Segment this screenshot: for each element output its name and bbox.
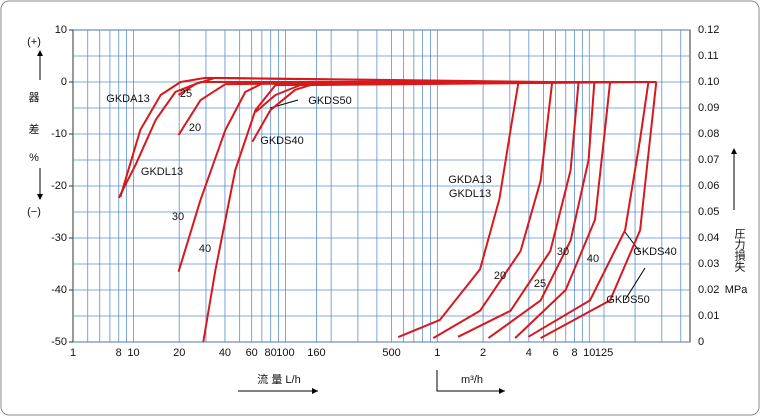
series-line [117, 81, 521, 199]
x-tick-label: 10 [583, 347, 595, 359]
x-tick-label: 8 [116, 347, 122, 359]
annotation: 20 [189, 122, 201, 134]
x-tick-label: 500 [382, 347, 400, 359]
y2-tick-label: 0.06 [698, 180, 719, 192]
y2-tick-label: 0.04 [698, 232, 719, 244]
y2-tick-label: 0.05 [698, 206, 719, 218]
series-line [254, 81, 657, 113]
annotation: GKDA13 [448, 174, 491, 186]
y2-tick-label: 0.01 [698, 310, 719, 322]
y2-tick-label: 0.09 [698, 102, 719, 114]
annotation: GKDS40 [260, 135, 303, 147]
annotation: 40 [199, 243, 211, 255]
y-tick-label: -50 [51, 336, 67, 348]
annotation: 30 [557, 246, 569, 258]
y-tick-label: 10 [55, 24, 67, 36]
annotation: 30 [172, 211, 184, 223]
y-tick-label: 0 [61, 76, 67, 88]
y2-tick-label: 0.03 [698, 258, 719, 270]
x-tick-label: 1 [434, 347, 440, 359]
annotation: GKDA13 [106, 93, 149, 105]
x2-label: m³/h [461, 374, 483, 386]
y-tick-label: -30 [51, 232, 67, 244]
x-tick-label: 6 [553, 347, 559, 359]
annotation: GKDL13 [449, 188, 491, 200]
y2-tick-label: 0 [698, 336, 704, 348]
x-tick-label: 60 [246, 347, 258, 359]
x2-arrow-head [499, 388, 505, 394]
y-tick-label: -20 [51, 180, 67, 192]
annotation: 20 [494, 270, 506, 282]
annotation: GKDL13 [141, 166, 183, 178]
y2-label: 圧力損失 [733, 228, 746, 273]
y2-tick-label: 0.10 [698, 76, 719, 88]
x-label: 流 量 L/h [257, 372, 300, 386]
series-line [487, 81, 596, 339]
y-label: (+) [27, 36, 41, 48]
annotation: 25 [534, 278, 546, 290]
x-tick-label: 20 [173, 347, 185, 359]
y-tick-label: -40 [51, 284, 67, 296]
series-line [540, 81, 658, 339]
x-tick-label: 2 [480, 347, 486, 359]
y2-tick-label: 0.12 [698, 24, 719, 36]
y2-tick-label: 0.07 [698, 154, 719, 166]
y-label: 差 [29, 122, 40, 136]
annotation: GKDS50 [606, 294, 649, 306]
y-label: % [29, 152, 39, 164]
annotation: 25 [180, 88, 192, 100]
y2-tick-label: 0.08 [698, 128, 719, 140]
x-tick-label: 1 [70, 347, 76, 359]
y2-tick-label: 0.02 [698, 284, 719, 296]
series-line [432, 81, 554, 339]
y2-tick-label: 0.11 [698, 50, 719, 62]
y2-unit: MPa [725, 284, 749, 296]
series-line [527, 81, 650, 338]
series-line [397, 81, 520, 338]
annotation: GKDS50 [308, 95, 351, 107]
x-tick-label: 100 [276, 347, 294, 359]
series-line [457, 81, 580, 338]
series-line [514, 81, 612, 339]
annotation: GKDS40 [633, 246, 676, 258]
y-label: (−) [27, 206, 41, 218]
x-tick-label: 160 [307, 347, 325, 359]
x-tick-label: 8 [572, 347, 578, 359]
y-arrow-up-head [37, 50, 43, 56]
y2-arrow-head [731, 148, 737, 154]
y-tick-label: -10 [51, 128, 67, 140]
x-tick-label: 10 [127, 347, 139, 359]
series-line [177, 76, 553, 96]
x-tick-label: 80 [265, 347, 277, 359]
x2-arrow [436, 370, 505, 392]
x-arrow-head [312, 388, 318, 394]
y-arrow-down-head [37, 194, 43, 200]
y-label: 器 [29, 91, 40, 104]
x-tick-label: 125 [595, 347, 613, 359]
annotation: 40 [587, 253, 599, 265]
x-tick-label: 40 [219, 347, 231, 359]
series-line [251, 81, 649, 143]
x-tick-label: 4 [526, 347, 532, 359]
